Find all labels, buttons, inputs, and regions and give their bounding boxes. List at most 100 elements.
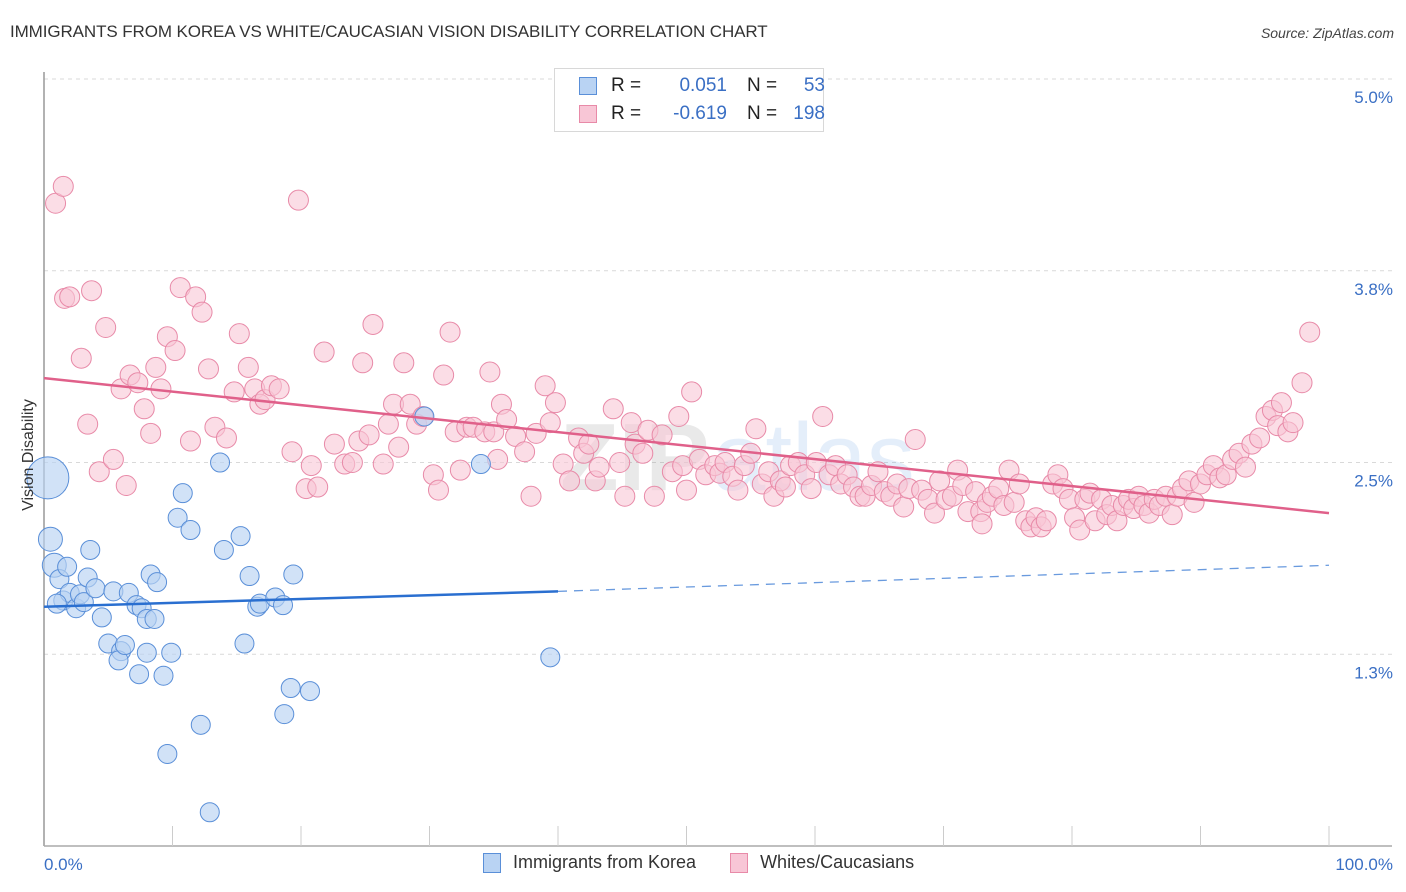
data-point-whites [539, 412, 561, 434]
data-point-whites [1299, 321, 1321, 343]
data-point-whites [1249, 427, 1271, 449]
data-point-whites [588, 456, 610, 478]
data-point-whites [323, 433, 345, 455]
data-point-whites [534, 375, 556, 397]
data-point-whites [676, 479, 697, 501]
data-point-whites [514, 441, 536, 463]
data-point-korea [91, 607, 112, 628]
data-point-whites [59, 286, 81, 308]
data-point-whites [115, 475, 137, 497]
n-label: N = [747, 103, 778, 124]
data-point-whites [449, 459, 471, 481]
korea-swatch [483, 852, 501, 873]
data-point-whites [929, 470, 951, 492]
data-point-korea [161, 642, 182, 663]
data-point-korea [274, 704, 295, 725]
data-point-whites [237, 356, 259, 378]
data-point-whites [1282, 412, 1304, 434]
data-point-whites [268, 378, 290, 400]
trend-line-korea-dashed [557, 564, 1330, 593]
data-point-korea [80, 539, 101, 560]
data-point-whites [77, 413, 99, 435]
data-point-whites [479, 361, 501, 383]
data-point-whites [904, 428, 926, 450]
data-point-whites [164, 340, 186, 362]
whites-swatch [579, 105, 597, 123]
data-point-whites [287, 189, 309, 211]
data-point-whites [352, 352, 374, 374]
x-tick-label-max: 100.0% [1335, 855, 1393, 874]
data-point-whites [544, 392, 566, 414]
data-point-whites [681, 381, 703, 403]
data-point-whites [1008, 473, 1030, 495]
r-value: -0.619 [673, 103, 727, 124]
data-point-whites [1183, 491, 1205, 513]
n-value: 53 [803, 75, 825, 96]
data-point-whites [215, 427, 237, 449]
data-point-whites [281, 441, 303, 463]
data-point-whites [745, 418, 767, 440]
data-point-korea [172, 483, 193, 504]
data-point-korea [114, 635, 135, 656]
korea-swatch [579, 77, 597, 95]
data-point-whites [602, 398, 624, 420]
data-point-whites [496, 409, 518, 431]
legend-label-korea: Immigrants from Korea [513, 852, 697, 872]
data-point-whites [924, 502, 946, 524]
data-point-whites [774, 476, 796, 498]
data-point-korea [37, 526, 63, 552]
y-tick-label: 1.3% [1354, 663, 1393, 682]
data-point-whites [179, 430, 201, 452]
data-point-whites [1270, 392, 1292, 414]
series-korea [26, 406, 561, 823]
data-point-whites [433, 364, 455, 386]
data-point-korea [280, 677, 301, 698]
data-point-whites [800, 478, 822, 500]
series-whites [45, 175, 1321, 541]
data-point-whites [300, 455, 322, 477]
data-point-korea [157, 743, 178, 764]
data-point-korea [190, 714, 211, 735]
data-point-korea [230, 526, 251, 547]
data-point-whites [81, 280, 103, 302]
data-point-korea [540, 647, 561, 668]
data-point-whites [133, 398, 155, 420]
trend-lines [43, 376, 1330, 608]
data-point-whites [893, 496, 915, 518]
data-point-korea [239, 566, 260, 587]
data-point-whites [1234, 456, 1256, 478]
data-point-whites [439, 321, 461, 343]
r-label: R = [611, 75, 642, 96]
y-tick-label: 3.8% [1354, 280, 1393, 299]
data-point-whites [651, 424, 673, 446]
data-point-whites [169, 277, 191, 299]
n-label: N = [747, 75, 778, 96]
data-point-whites [1291, 372, 1313, 394]
data-point-whites [88, 461, 110, 483]
data-point-whites [307, 476, 329, 498]
data-point-whites [1035, 510, 1057, 532]
data-point-whites [393, 352, 415, 374]
data-point-whites [358, 424, 380, 446]
legend-item-whites[interactable]: Whites/Caucasians [730, 852, 914, 873]
tick-labels: 1.3% 2.5% 3.8% 5.0% 0.0% 100.0% [44, 88, 1393, 874]
data-point-whites [145, 356, 167, 378]
data-point-whites [812, 405, 834, 427]
data-point-whites [1161, 504, 1183, 526]
legend-item-korea[interactable]: Immigrants from Korea [483, 852, 696, 873]
data-point-whites [1069, 519, 1091, 541]
data-point-whites [399, 393, 421, 415]
data-point-whites [727, 479, 749, 501]
data-point-whites [388, 436, 410, 458]
data-point-whites [668, 405, 690, 427]
n-value: 198 [793, 103, 825, 124]
r-value: 0.051 [679, 75, 727, 96]
data-point-whites [341, 452, 363, 473]
data-point-whites [313, 341, 335, 363]
data-point-korea [213, 539, 234, 560]
x-tick-label-min: 0.0% [44, 855, 83, 874]
r-label: R = [611, 103, 642, 124]
data-point-whites [520, 485, 542, 507]
data-point-whites [559, 470, 581, 492]
data-point-whites [377, 413, 399, 435]
